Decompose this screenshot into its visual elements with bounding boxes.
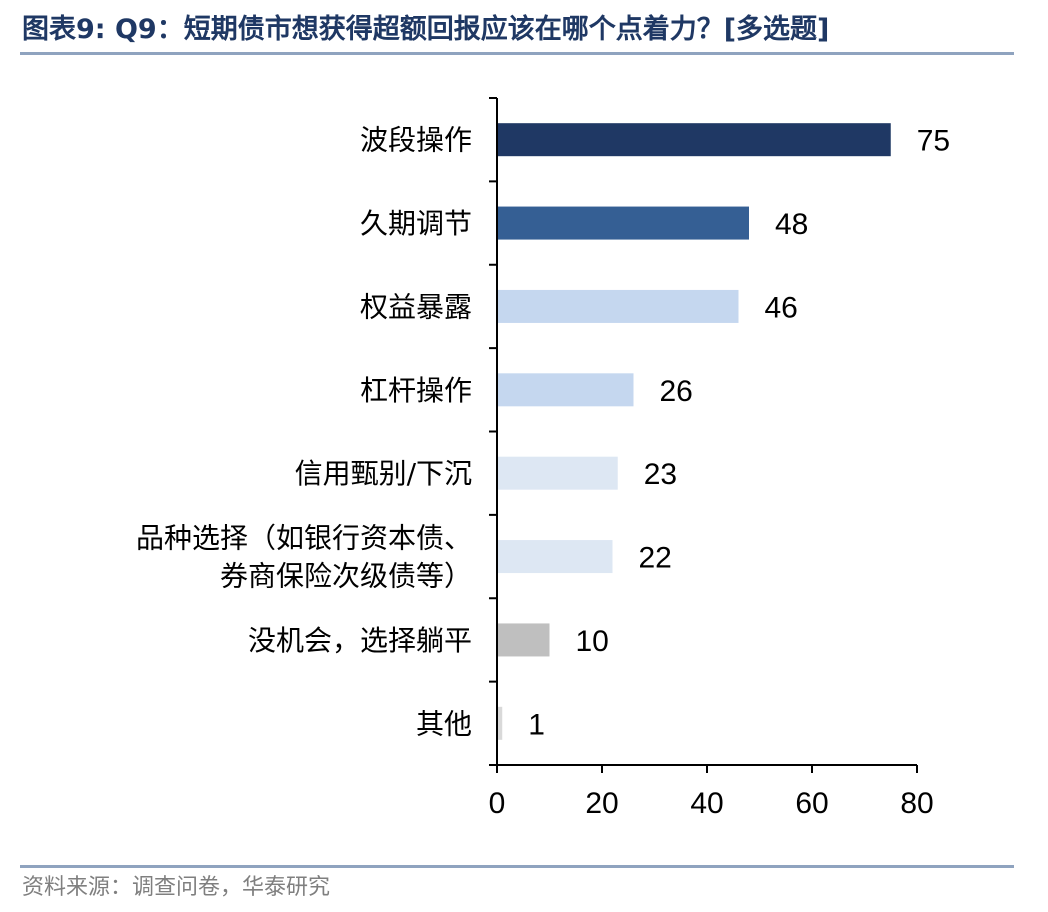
bar (497, 623, 550, 657)
data-label: 26 (660, 375, 693, 408)
x-tick-label: 0 (489, 787, 506, 820)
bar (497, 540, 613, 574)
title-divider (20, 52, 1014, 55)
category-label: 没机会，选择躺平 (248, 624, 472, 657)
data-label: 10 (576, 625, 609, 658)
x-tick-label: 80 (900, 787, 933, 820)
x-tick-label: 20 (585, 787, 618, 820)
category-label: 权益暴露 (360, 290, 472, 323)
data-label: 46 (765, 291, 798, 324)
category-label: 杠杆操作 (360, 374, 472, 407)
bar (497, 206, 749, 240)
category-label: 信用甄别/下沉 (295, 457, 472, 490)
bar (497, 456, 618, 490)
data-label: 75 (917, 125, 950, 158)
data-label: 1 (528, 708, 545, 741)
x-tick-label: 40 (690, 787, 723, 820)
bar (497, 289, 739, 323)
x-tick-label: 60 (795, 787, 828, 820)
data-label: 22 (639, 542, 672, 575)
bar (497, 373, 634, 407)
bar (497, 706, 503, 740)
figure-title: 图表9: Q9：短期债市想获得超额回报应该在哪个点着力？[多选题] (22, 14, 830, 45)
category-labels: 波段操作久期调节权益暴露杠杆操作信用甄别/下沉品种选择（如银行资本债、券商保险次… (136, 124, 472, 741)
source-note: 资料来源：调查问卷，华泰研究 (22, 875, 331, 900)
bar (497, 123, 891, 157)
category-label: 品种选择（如银行资本债、券商保险次级债等） (136, 522, 472, 593)
category-label: 久期调节 (360, 207, 472, 240)
category-label: 其他 (416, 707, 472, 740)
value-labels: 75 48 46 26 23 22 10 1 (528, 125, 950, 742)
bar-series (497, 123, 891, 740)
footer-divider (20, 865, 1014, 868)
data-label: 48 (775, 208, 808, 241)
data-label: 23 (644, 458, 677, 491)
axes: 0 20 40 60 80 (489, 97, 934, 820)
category-label: 波段操作 (360, 124, 472, 157)
